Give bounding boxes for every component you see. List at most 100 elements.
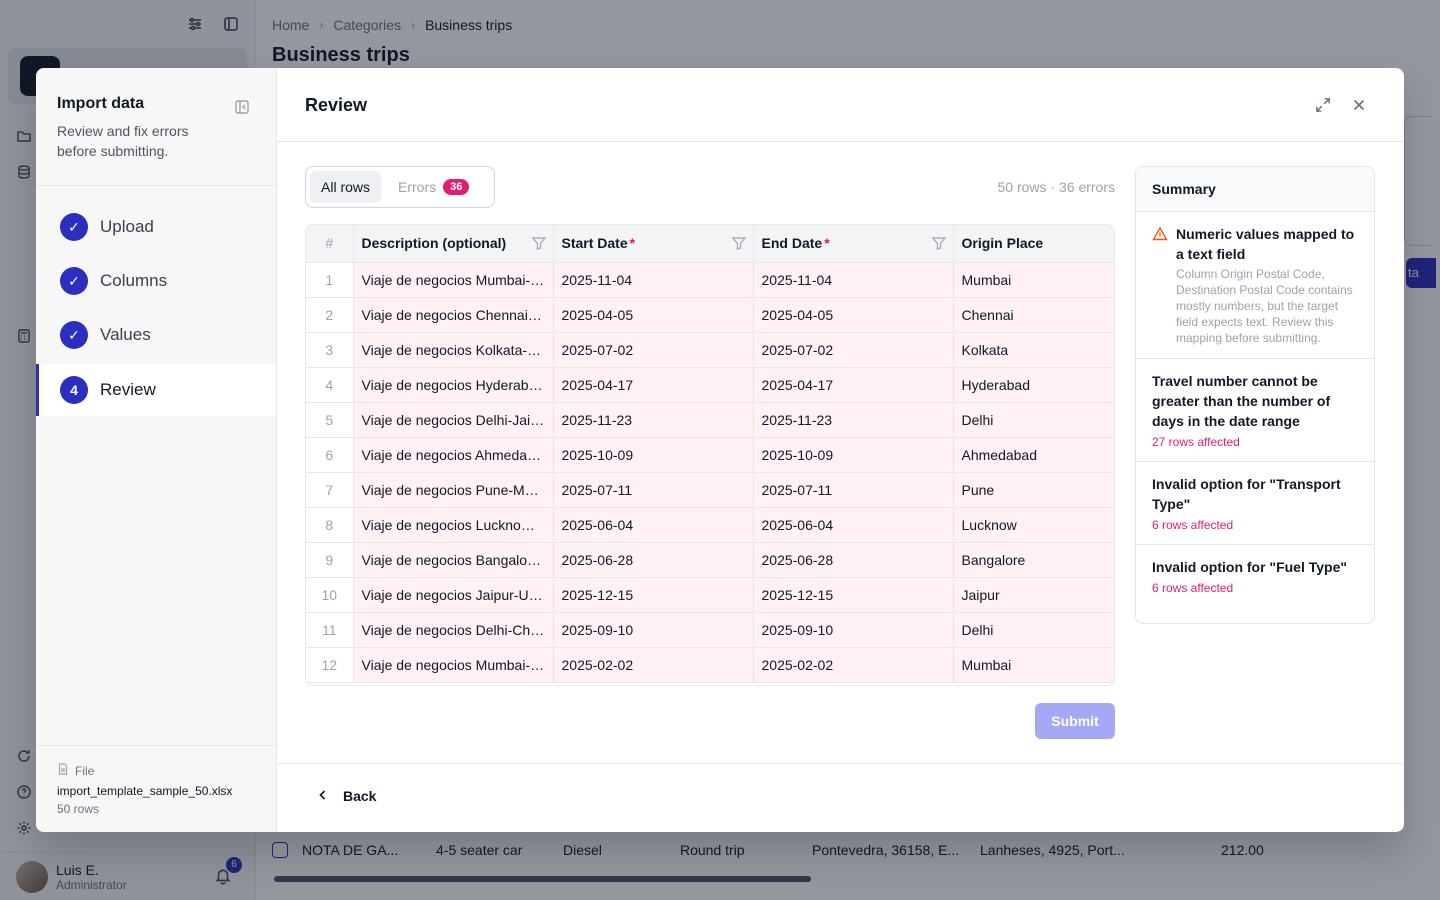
tab-all-rows[interactable]: All rows bbox=[310, 171, 382, 203]
origin-place-cell[interactable]: Mumbai bbox=[953, 262, 1114, 298]
description-cell[interactable]: Viaje de negocios Delhi-Chandigarh bbox=[353, 612, 554, 648]
horizontal-scrollbar[interactable] bbox=[274, 876, 811, 882]
origin-place-cell[interactable]: Bangalore bbox=[953, 542, 1114, 578]
start-date-cell[interactable]: 2025-06-28 bbox=[553, 542, 754, 578]
refresh-icon[interactable] bbox=[15, 747, 33, 765]
origin-place-cell[interactable]: Jaipur bbox=[953, 577, 1114, 613]
rows-affected[interactable]: 6 rows affected bbox=[1152, 581, 1234, 595]
description-cell[interactable]: Viaje de negocios Ahmedabad-Surat bbox=[353, 437, 554, 473]
description-cell[interactable]: Viaje de negocios Lucknow-Kanpur bbox=[353, 507, 554, 543]
description-cell[interactable]: Viaje de negocios Jaipur-Udaipur bbox=[353, 577, 554, 613]
user-menu[interactable]: Luis E. Administrator 6 bbox=[0, 852, 256, 900]
origin-place-cell[interactable]: Lucknow bbox=[953, 507, 1114, 543]
expand-icon[interactable] bbox=[1314, 96, 1332, 114]
end-date-cell[interactable]: 2025-02-02 bbox=[753, 647, 954, 683]
start-date-cell[interactable]: 2025-04-17 bbox=[553, 367, 754, 403]
start-date-cell[interactable]: 2025-07-11 bbox=[553, 472, 754, 508]
description-cell[interactable]: Viaje de negocios Pune-Mumbai bbox=[353, 472, 554, 508]
column-header-start-date[interactable]: Start Date * bbox=[553, 225, 754, 263]
breadcrumb-home[interactable]: Home bbox=[272, 17, 310, 33]
description-cell[interactable]: Viaje de negocios Mumbai-Nashik bbox=[353, 647, 554, 683]
summary-error-item[interactable]: Invalid option for "Transport Type" 6 ro… bbox=[1136, 462, 1374, 545]
table-row[interactable]: 5 Viaje de negocios Delhi-Jaipur 2025-11-2… bbox=[306, 402, 1114, 438]
end-date-cell[interactable]: 2025-06-28 bbox=[753, 542, 954, 578]
end-date-cell[interactable]: 2025-07-11 bbox=[753, 472, 954, 508]
end-date-cell[interactable]: 2025-11-23 bbox=[753, 402, 954, 438]
origin-place-cell[interactable]: Pune bbox=[953, 472, 1114, 508]
filter-icon[interactable] bbox=[931, 235, 947, 251]
step-columns[interactable]: ✓ Columns bbox=[36, 255, 276, 307]
help-icon[interactable] bbox=[15, 783, 33, 801]
step-values[interactable]: ✓ Values bbox=[36, 309, 276, 361]
breadcrumb-categories[interactable]: Categories bbox=[333, 17, 402, 33]
description-cell[interactable]: Viaje de negocios Mumbai-Pune bbox=[353, 262, 554, 298]
calculator-icon[interactable] bbox=[15, 327, 33, 345]
start-date-cell[interactable]: 2025-12-15 bbox=[553, 577, 754, 613]
background-button[interactable]: ta bbox=[1406, 258, 1436, 288]
description-cell[interactable]: Viaje de negocios Hyderabad-Vijayawada bbox=[353, 367, 554, 403]
summary-error-item[interactable]: Invalid option for "Fuel Type" 6 rows af… bbox=[1136, 545, 1374, 607]
column-header-description[interactable]: Description (optional) bbox=[353, 225, 554, 263]
origin-place-cell[interactable]: Delhi bbox=[953, 612, 1114, 648]
origin-place-cell[interactable]: Hyderabad bbox=[953, 367, 1114, 403]
description-cell[interactable]: Viaje de negocios Chennai-Bangalore bbox=[353, 297, 554, 333]
origin-place-cell[interactable]: Delhi bbox=[953, 402, 1114, 438]
start-date-cell[interactable]: 2025-10-09 bbox=[553, 437, 754, 473]
sliders-icon[interactable] bbox=[185, 14, 205, 34]
tab-errors[interactable]: Errors 36 bbox=[387, 171, 480, 203]
close-icon[interactable] bbox=[1350, 96, 1368, 114]
origin-place-cell[interactable]: Kolkata bbox=[953, 332, 1114, 368]
end-date-cell[interactable]: 2025-04-17 bbox=[753, 367, 954, 403]
end-date-cell[interactable]: 2025-04-05 bbox=[753, 297, 954, 333]
table-row[interactable]: 10 Viaje de negocios Jaipur-Udaipur 2025-1… bbox=[306, 577, 1114, 613]
table-row[interactable]: 12 Viaje de negocios Mumbai-Nashik 2025-02… bbox=[306, 647, 1114, 683]
sidebar-toggle-icon[interactable] bbox=[221, 14, 241, 34]
table-row[interactable]: 3 Viaje de negocios Kolkata-Patna 2025-07-… bbox=[306, 332, 1114, 368]
submit-button[interactable]: Submit bbox=[1035, 703, 1115, 739]
start-date-cell[interactable]: 2025-09-10 bbox=[553, 612, 754, 648]
row-checkbox[interactable] bbox=[272, 842, 288, 858]
filter-icon[interactable] bbox=[531, 235, 547, 251]
database-icon[interactable] bbox=[15, 163, 33, 181]
column-header-origin-place[interactable]: Origin Place bbox=[953, 225, 1114, 263]
end-date-cell[interactable]: 2025-10-09 bbox=[753, 437, 954, 473]
end-date-cell[interactable]: 2025-06-04 bbox=[753, 507, 954, 543]
origin-place-cell[interactable]: Chennai bbox=[953, 297, 1114, 333]
end-date-cell[interactable]: 2025-11-04 bbox=[753, 262, 954, 298]
start-date-cell[interactable]: 2025-06-04 bbox=[553, 507, 754, 543]
rows-affected[interactable]: 27 rows affected bbox=[1152, 435, 1240, 449]
step-upload[interactable]: ✓ Upload bbox=[36, 201, 276, 253]
summary-error-item[interactable]: Travel number cannot be greater than the… bbox=[1136, 359, 1374, 462]
folder-icon[interactable] bbox=[15, 127, 33, 145]
start-date-cell[interactable]: 2025-04-05 bbox=[553, 297, 754, 333]
table-row[interactable]: 1 Viaje de negocios Mumbai-Pune 2025-11-04… bbox=[306, 262, 1114, 298]
step-label: Review bbox=[100, 380, 156, 399]
description-cell[interactable]: Viaje de negocios Delhi-Jaipur bbox=[353, 402, 554, 438]
bell-icon[interactable] bbox=[214, 867, 234, 887]
start-date-cell[interactable]: 2025-02-02 bbox=[553, 647, 754, 683]
end-date-cell[interactable]: 2025-07-02 bbox=[753, 332, 954, 368]
table-row[interactable]: 7 Viaje de negocios Pune-Mumbai 2025-07-11… bbox=[306, 472, 1114, 508]
settings-icon[interactable] bbox=[15, 819, 33, 837]
description-cell[interactable]: Viaje de negocios Bangalore-Mysore bbox=[353, 542, 554, 578]
end-date-cell[interactable]: 2025-12-15 bbox=[753, 577, 954, 613]
filter-icon[interactable] bbox=[731, 235, 747, 251]
end-date-cell[interactable]: 2025-09-10 bbox=[753, 612, 954, 648]
step-review[interactable]: 4 Review bbox=[36, 364, 276, 416]
start-date-cell[interactable]: 2025-07-02 bbox=[553, 332, 754, 368]
origin-place-cell[interactable]: Ahmedabad bbox=[953, 437, 1114, 473]
rows-affected[interactable]: 6 rows affected bbox=[1152, 518, 1234, 532]
column-header-end-date[interactable]: End Date * bbox=[753, 225, 954, 263]
start-date-cell[interactable]: 2025-11-23 bbox=[553, 402, 754, 438]
description-cell[interactable]: Viaje de negocios Kolkata-Patna bbox=[353, 332, 554, 368]
start-date-cell[interactable]: 2025-11-04 bbox=[553, 262, 754, 298]
origin-place-cell[interactable]: Mumbai bbox=[953, 647, 1114, 683]
collapse-panel-icon[interactable] bbox=[234, 99, 250, 115]
back-button[interactable]: Back bbox=[317, 788, 376, 804]
